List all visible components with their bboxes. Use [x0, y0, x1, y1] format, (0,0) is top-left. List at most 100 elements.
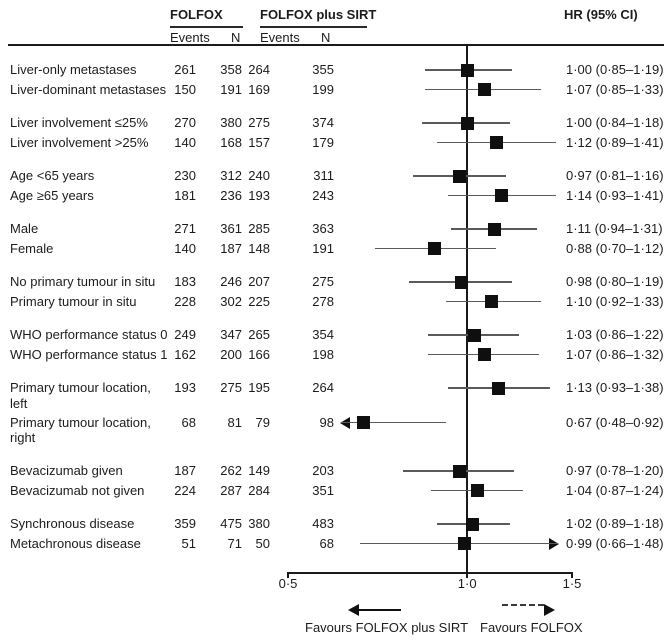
- hr-point-marker: [468, 328, 482, 342]
- x-axis-tick-label: 1·0: [457, 576, 477, 591]
- subgroup-label: WHO performance status 1: [10, 346, 168, 362]
- hr-ci-value: 1·00 (0·85–1·19): [566, 62, 664, 77]
- sirt-n-value: 198: [312, 346, 334, 362]
- favours-right-label: Favours FOLFOX: [480, 620, 583, 635]
- subgroup-label: Liver-only metastases: [10, 62, 137, 77]
- subgroup-label: Age <65 years: [10, 168, 95, 183]
- folfox-n-value: 287: [220, 482, 242, 498]
- subgroup-label: Liver-dominant metastases: [10, 81, 167, 97]
- x-axis-tick-label: 0·5: [278, 576, 298, 591]
- folfox-n-value: 200: [220, 346, 242, 362]
- folfox-n-value: 168: [220, 134, 242, 150]
- subgroup-label: No primary tumour in situ: [10, 274, 156, 289]
- folfox-n-value: 380: [220, 115, 242, 130]
- forest-row: Bevacizumab given 187 262 149 203 0·97 (0·78–…: [0, 461, 672, 481]
- sirt-events-value: 225: [248, 293, 270, 309]
- subgroup-label: Age ≥65 years: [10, 187, 94, 203]
- sirt-events-value: 166: [248, 346, 270, 362]
- subgroup-label: Metachronous disease: [10, 535, 141, 551]
- hr-ci-value: 1·13 (0·93–1·38): [566, 380, 664, 395]
- folfox-n-value: 187: [220, 240, 242, 256]
- sirt-events-value: 169: [248, 81, 270, 97]
- hr-ci-value: 0·97 (0·78–1·20): [566, 463, 664, 478]
- sirt-n-value: 179: [312, 134, 334, 150]
- folfox-events-value: 187: [174, 463, 196, 478]
- folfox-events-value: 150: [174, 81, 196, 97]
- hr-ci-value: 0·97 (0·81–1·16): [566, 168, 664, 183]
- hr-point-marker: [470, 484, 484, 497]
- forest-row: Liver-dominant metastases 150 191 169 199 1·0…: [0, 80, 672, 100]
- hr-ci-value: 0·98 (0·80–1·19): [566, 274, 664, 289]
- sirt-events-value: 240: [248, 168, 270, 183]
- folfox-events-value: 181: [174, 187, 196, 203]
- folfox-events-value: 162: [174, 346, 196, 362]
- folfox-n-value: 246: [220, 274, 242, 289]
- sirt-events-value: 265: [248, 327, 270, 342]
- hr-ci-value: 1·14 (0·93–1·41): [566, 187, 664, 203]
- hr-ci-value: 1·12 (0·89–1·41): [566, 134, 664, 150]
- folfox-sirt-header-underline: [260, 26, 367, 28]
- forest-row: Age ≥65 years 181 236 193 243 1·14 (0·93–1·41…: [0, 186, 672, 206]
- subgroup-label: Liver involvement ≤25%: [10, 115, 148, 130]
- folfox-n-value: 312: [220, 168, 242, 183]
- favours-left-arrow-icon: [348, 604, 359, 616]
- folfox-events-value: 249: [174, 327, 196, 342]
- forest-row: Primary tumour location, right 68 81 79 98 0·…: [0, 413, 672, 448]
- forest-row: Female 140 187 148 191 0·88 (0·70–1·12): [0, 239, 672, 259]
- hr-point-marker: [427, 242, 441, 255]
- folfox-n-value: 275: [220, 380, 242, 395]
- subheader-n-folfox: N: [231, 30, 241, 45]
- sirt-n-value: 199: [312, 81, 334, 97]
- sirt-events-value: 264: [248, 62, 270, 77]
- sirt-events-value: 275: [248, 115, 270, 130]
- sirt-n-value: 203: [312, 463, 334, 478]
- hr-point-marker: [494, 189, 508, 202]
- folfox-events-value: 68: [181, 414, 196, 430]
- x-axis-tick-label: 1·5: [562, 576, 582, 591]
- folfox-events-value: 193: [174, 380, 196, 395]
- sirt-n-value: 275: [312, 274, 334, 289]
- favours-left-label: Favours FOLFOX plus SIRT: [305, 620, 469, 635]
- forest-row: Metachronous disease 51 71 50 68 0·99 (0·66–1…: [0, 534, 672, 554]
- sirt-n-value: 191: [312, 240, 334, 256]
- reference-line: [466, 45, 468, 578]
- sirt-events-value: 285: [248, 221, 270, 236]
- sirt-n-value: 264: [312, 380, 334, 395]
- forest-row: Primary tumour location, left 193 275 195 26…: [0, 378, 672, 413]
- sirt-n-value: 355: [312, 62, 334, 77]
- sirt-events-value: 149: [248, 463, 270, 478]
- subgroup-label: Synchronous disease: [10, 516, 135, 531]
- hr-ci-value: 0·99 (0·66–1·48): [566, 535, 664, 551]
- subgroup-label: Bevacizumab not given: [10, 482, 145, 498]
- hr-point-marker: [460, 63, 474, 77]
- folfox-n-value: 302: [220, 293, 242, 309]
- folfox-n-value: 71: [227, 535, 242, 551]
- folfox-n-value: 262: [220, 463, 242, 478]
- subgroup-label: Liver involvement >25%: [10, 134, 149, 150]
- sirt-events-value: 148: [248, 240, 270, 256]
- hr-point-marker: [458, 537, 472, 550]
- sirt-n-value: 278: [312, 293, 334, 309]
- hr-point-marker: [487, 222, 501, 236]
- favours-right-arrow-icon: [544, 604, 555, 616]
- sirt-n-value: 311: [313, 168, 334, 183]
- hr-point-marker: [357, 416, 371, 429]
- sirt-events-value: 79: [255, 414, 270, 430]
- sirt-events-value: 380: [248, 516, 270, 531]
- folfox-events-value: 359: [174, 516, 196, 531]
- x-axis-tick: [287, 572, 289, 578]
- hr-point-marker: [478, 83, 492, 96]
- ci-line: [341, 421, 446, 424]
- x-axis-tick: [571, 572, 573, 578]
- folfox-events-value: 140: [174, 240, 196, 256]
- forest-row: Liver-only metastases 261 358 264 355 1·00 (0…: [0, 60, 672, 80]
- hr-ci-value: 1·07 (0·85–1·33): [566, 81, 664, 97]
- subgroup-label: Male: [10, 221, 39, 236]
- forest-row: No primary tumour in situ 183 246 207 275 0·9…: [0, 272, 672, 292]
- hr-ci-value: 1·02 (0·89–1·18): [566, 516, 664, 531]
- hr-ci-value: 1·07 (0·86–1·32): [566, 346, 664, 362]
- hr-point-marker: [478, 348, 492, 361]
- sirt-n-value: 363: [312, 221, 334, 236]
- column-header-folfox-sirt: FOLFOX plus SIRT: [260, 7, 377, 22]
- subgroup-label: Primary tumour location, left: [10, 380, 151, 411]
